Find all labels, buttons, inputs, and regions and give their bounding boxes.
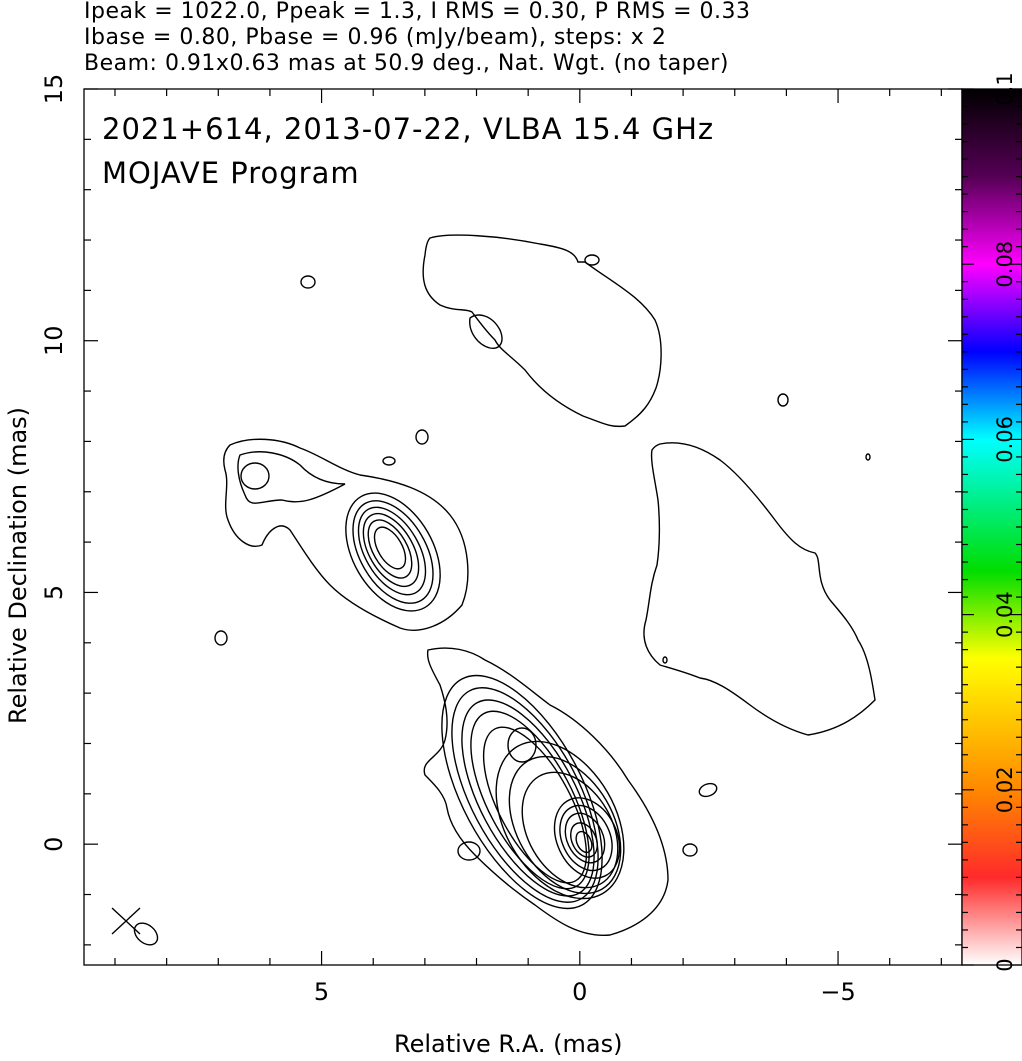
contour bbox=[423, 647, 669, 936]
chart-title: 2021+614, 2013-07-22, VLBA 15.4 GHz bbox=[102, 112, 715, 146]
chart-subtitle: MOJAVE Program bbox=[102, 156, 360, 190]
colorbar-label: 0.08 bbox=[993, 241, 1017, 288]
contour bbox=[422, 234, 662, 428]
header-line-2: Ibase = 0.80, Pbase = 0.96 (mJy/beam), s… bbox=[84, 25, 667, 50]
contour bbox=[643, 442, 876, 736]
plot-frame bbox=[83, 88, 963, 966]
contour bbox=[223, 438, 469, 631]
colorbar-label: 0.02 bbox=[993, 766, 1017, 813]
contour bbox=[508, 755, 622, 895]
contour-lines bbox=[214, 234, 876, 936]
colorbar-label: 0.06 bbox=[993, 416, 1017, 463]
header-line-1: Ipeak = 1022.0, Ppeak = 1.3, I RMS = 0.3… bbox=[84, 0, 751, 24]
contour bbox=[237, 451, 346, 504]
x-tick-label: 5 bbox=[314, 978, 329, 1006]
contour bbox=[682, 843, 698, 857]
contour bbox=[584, 254, 600, 266]
y-tick-label: 10 bbox=[40, 325, 68, 356]
contour bbox=[300, 275, 316, 289]
contour bbox=[415, 429, 429, 445]
header-line-3: Beam: 0.91x0.63 mas at 50.9 deg., Nat. W… bbox=[84, 51, 729, 76]
contour bbox=[662, 656, 668, 664]
beam-marker bbox=[111, 907, 159, 946]
contour bbox=[373, 526, 407, 570]
y-tick-label: 0 bbox=[40, 837, 68, 852]
contour bbox=[240, 462, 270, 490]
contour bbox=[698, 782, 718, 798]
colorbar-label: 0 bbox=[993, 958, 1017, 971]
contour bbox=[469, 314, 503, 349]
contour bbox=[570, 822, 598, 858]
tick-labels: 5 0 −5 0 5 10 15 0 0.02 0.04 0.06 0.08 0.1 bbox=[40, 72, 1017, 1006]
contour bbox=[777, 393, 789, 407]
contour bbox=[575, 830, 593, 854]
contour bbox=[865, 453, 871, 461]
contour bbox=[352, 500, 434, 604]
contour bbox=[357, 506, 427, 596]
colorbar bbox=[961, 88, 1022, 966]
y-tick-label: 15 bbox=[40, 74, 68, 105]
contour bbox=[461, 699, 595, 897]
contour bbox=[382, 456, 396, 466]
contour bbox=[441, 674, 603, 910]
contour bbox=[495, 740, 625, 900]
y-axis-label: Relative Declination (mas) bbox=[4, 406, 32, 724]
contour bbox=[214, 630, 228, 646]
axis-ticks bbox=[84, 88, 962, 965]
contour bbox=[457, 841, 481, 861]
colorbar-label: 0.1 bbox=[993, 72, 1017, 105]
x-axis-label: Relative R.A. (mas) bbox=[394, 1030, 623, 1058]
y-tick-label: 5 bbox=[40, 585, 68, 600]
x-tick-label: 0 bbox=[572, 978, 587, 1006]
contour bbox=[507, 727, 537, 763]
colorbar-ticks bbox=[962, 88, 1022, 966]
x-tick-label: −5 bbox=[820, 978, 855, 1006]
contour bbox=[362, 512, 420, 588]
contour bbox=[345, 492, 441, 612]
colorbar-label: 0.04 bbox=[993, 591, 1017, 638]
contour bbox=[564, 812, 606, 864]
contour bbox=[559, 804, 613, 872]
contour bbox=[521, 771, 619, 889]
contour bbox=[482, 726, 588, 884]
contour bbox=[367, 519, 413, 579]
